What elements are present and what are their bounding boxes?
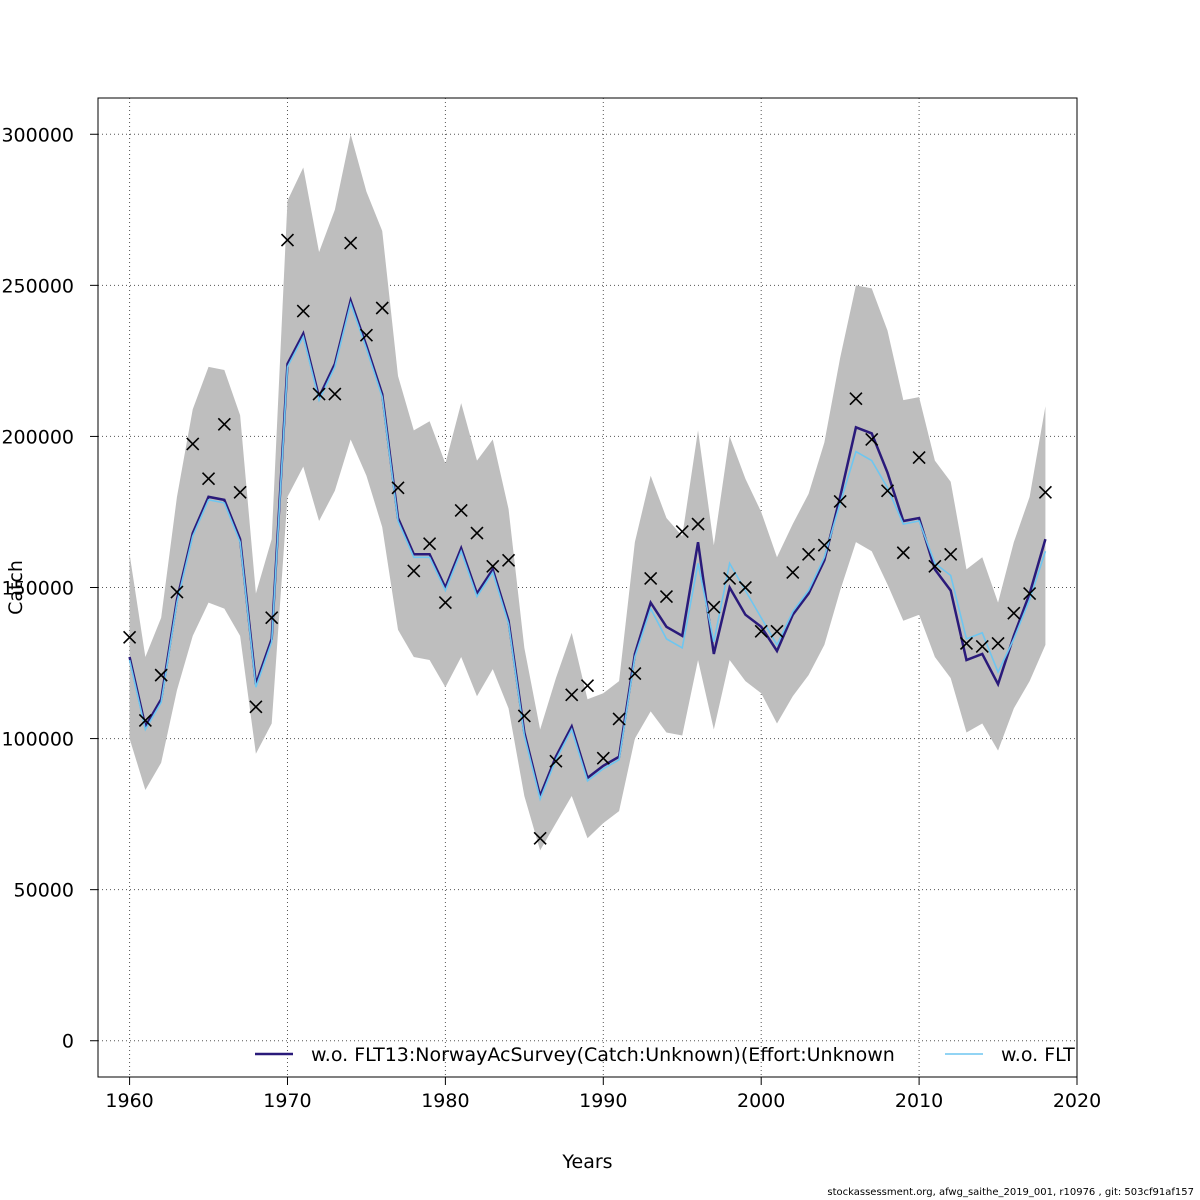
observation-point — [833, 494, 847, 508]
observation-point — [454, 503, 468, 518]
y-tick-label: 50000 — [14, 880, 74, 902]
y-tick-label: 300000 — [1, 124, 74, 146]
y-axis-title: Catch — [5, 560, 27, 615]
observation-point — [944, 547, 958, 561]
observation-point — [580, 679, 595, 693]
y-tick-label: 100000 — [1, 729, 74, 751]
observation-point — [533, 831, 547, 845]
observation-point — [328, 387, 342, 401]
y-axis: 0 50000 100000 150000 200000 250000 300000 — [1, 124, 99, 1053]
observation-point — [723, 571, 737, 586]
observation-point — [754, 624, 768, 638]
footer-credit: stockassessment.org, afwg_saithe_2019_00… — [827, 1187, 1194, 1198]
observation-point — [738, 580, 752, 595]
series-line-2 — [128, 300, 1047, 802]
observation-point — [612, 712, 626, 726]
observation-point — [438, 596, 452, 610]
series-lines — [128, 296, 1047, 802]
observation-point — [359, 328, 374, 342]
observation-point — [123, 630, 137, 644]
observation-point — [186, 437, 200, 451]
x-tick-label: 2010 — [895, 1090, 943, 1112]
observation-point — [217, 417, 231, 431]
observation-point — [865, 432, 879, 447]
observation-point — [628, 667, 642, 681]
observation-point — [296, 304, 310, 318]
observation-point — [154, 668, 168, 682]
observation-point — [391, 481, 405, 495]
observation-point — [817, 538, 831, 552]
y-tick-label: 0 — [62, 1031, 74, 1053]
observation-point — [170, 585, 184, 599]
observation-point — [912, 451, 926, 465]
observation-point — [407, 564, 421, 578]
observation-point — [249, 700, 263, 714]
observation-point — [596, 751, 610, 765]
observation-point — [565, 688, 579, 702]
observation-point — [975, 639, 989, 653]
observation-point — [801, 547, 816, 561]
observation-point — [312, 387, 326, 401]
observations — [123, 233, 1052, 845]
observation-point — [344, 236, 358, 250]
observation-point — [486, 559, 500, 573]
observation-point — [549, 754, 563, 768]
observation-point — [659, 589, 674, 604]
observation-point — [265, 611, 279, 625]
x-tick-label: 1970 — [263, 1090, 311, 1112]
observation-point — [928, 559, 942, 573]
observation-point — [233, 485, 247, 499]
observation-point — [644, 571, 658, 586]
observation-point — [880, 484, 895, 498]
observation-point — [423, 537, 437, 551]
observation-point — [517, 709, 531, 723]
x-axis-title: Years — [561, 1151, 612, 1173]
observation-point — [991, 636, 1005, 650]
y-tick-label: 150000 — [1, 578, 74, 600]
observation-point — [707, 600, 721, 614]
observation-point — [691, 517, 705, 531]
observation-point — [959, 636, 974, 650]
confidence-band-area — [129, 134, 1046, 851]
observation-point — [770, 624, 784, 638]
legend: w.o. FLT13:NorwayAcSurvey(Catch:Unknown)… — [255, 1044, 1075, 1066]
legend-label-2: w.o. FLT — [1001, 1044, 1075, 1066]
observation-point — [470, 526, 484, 540]
x-tick-label: 1980 — [421, 1090, 469, 1112]
observation-point — [1038, 485, 1052, 499]
observation-point — [375, 301, 389, 315]
x-tick-label: 2000 — [737, 1090, 785, 1112]
observation-point — [849, 392, 863, 406]
observation-point — [896, 546, 910, 560]
x-axis: 1960 1970 1980 1990 2000 2010 2020 — [105, 1076, 1101, 1112]
observation-point — [201, 472, 216, 486]
observation-point — [138, 713, 152, 728]
observation-point — [501, 553, 516, 567]
observation-point — [786, 565, 800, 579]
x-tick-label: 2020 — [1053, 1090, 1101, 1112]
observation-point — [1007, 606, 1021, 620]
x-tick-label: 1990 — [579, 1090, 627, 1112]
x-tick-label: 1960 — [105, 1090, 153, 1112]
observation-point — [280, 233, 295, 247]
legend-label-1: w.o. FLT13:NorwayAcSurvey(Catch:Unknown)… — [311, 1044, 895, 1066]
observation-point — [675, 525, 689, 539]
observation-point — [1023, 586, 1037, 601]
confidence-band — [129, 134, 1046, 851]
y-tick-label: 250000 — [1, 275, 74, 297]
y-tick-label: 200000 — [1, 426, 74, 448]
